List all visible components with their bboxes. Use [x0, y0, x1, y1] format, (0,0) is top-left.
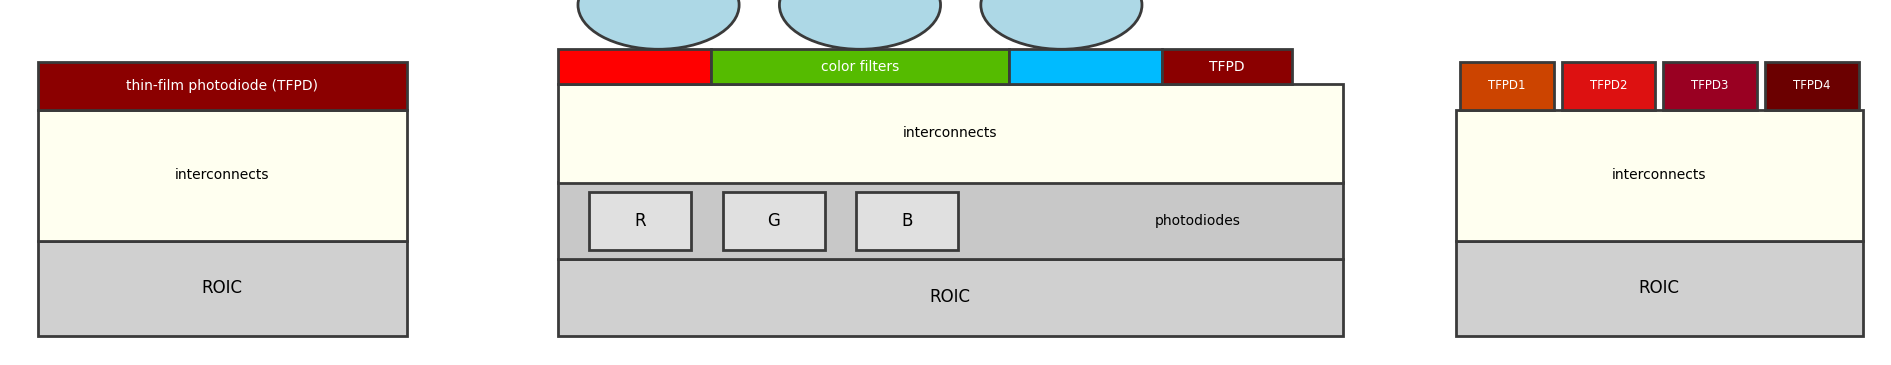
Text: TFPD2: TFPD2: [1590, 79, 1628, 92]
Bar: [711, 49, 1010, 84]
Text: ROIC: ROIC: [930, 288, 970, 307]
Bar: [1562, 62, 1655, 110]
Text: B: B: [902, 212, 913, 230]
Bar: [1460, 62, 1554, 110]
Bar: [558, 182, 1343, 259]
Text: TFPD4: TFPD4: [1793, 79, 1830, 92]
Bar: [558, 259, 1343, 336]
Bar: [857, 192, 959, 250]
Bar: [1163, 49, 1292, 84]
Text: R: R: [635, 212, 647, 230]
Bar: [558, 49, 711, 84]
Text: color filters: color filters: [821, 59, 898, 74]
Ellipse shape: [579, 0, 739, 49]
Text: TFPD3: TFPD3: [1691, 79, 1728, 92]
Text: photodiodes: photodiodes: [1154, 214, 1240, 228]
Text: interconnects: interconnects: [904, 126, 997, 140]
Bar: [1456, 110, 1863, 241]
Bar: [1456, 241, 1863, 336]
Bar: [1010, 49, 1163, 84]
Text: interconnects: interconnects: [1613, 168, 1706, 182]
Text: TFPD1: TFPD1: [1488, 79, 1526, 92]
Bar: [590, 192, 692, 250]
Bar: [558, 84, 1343, 182]
Bar: [38, 110, 407, 241]
Bar: [38, 62, 407, 110]
Bar: [38, 241, 407, 336]
Text: G: G: [768, 212, 781, 230]
Text: ROIC: ROIC: [202, 279, 242, 297]
Text: interconnects: interconnects: [176, 168, 269, 182]
Bar: [722, 192, 824, 250]
Ellipse shape: [779, 0, 940, 49]
Text: TFPD: TFPD: [1208, 59, 1244, 74]
Bar: [1764, 62, 1859, 110]
Bar: [1664, 62, 1757, 110]
Text: ROIC: ROIC: [1639, 279, 1679, 297]
Ellipse shape: [981, 0, 1142, 49]
Text: thin-film photodiode (TFPD): thin-film photodiode (TFPD): [127, 79, 318, 93]
